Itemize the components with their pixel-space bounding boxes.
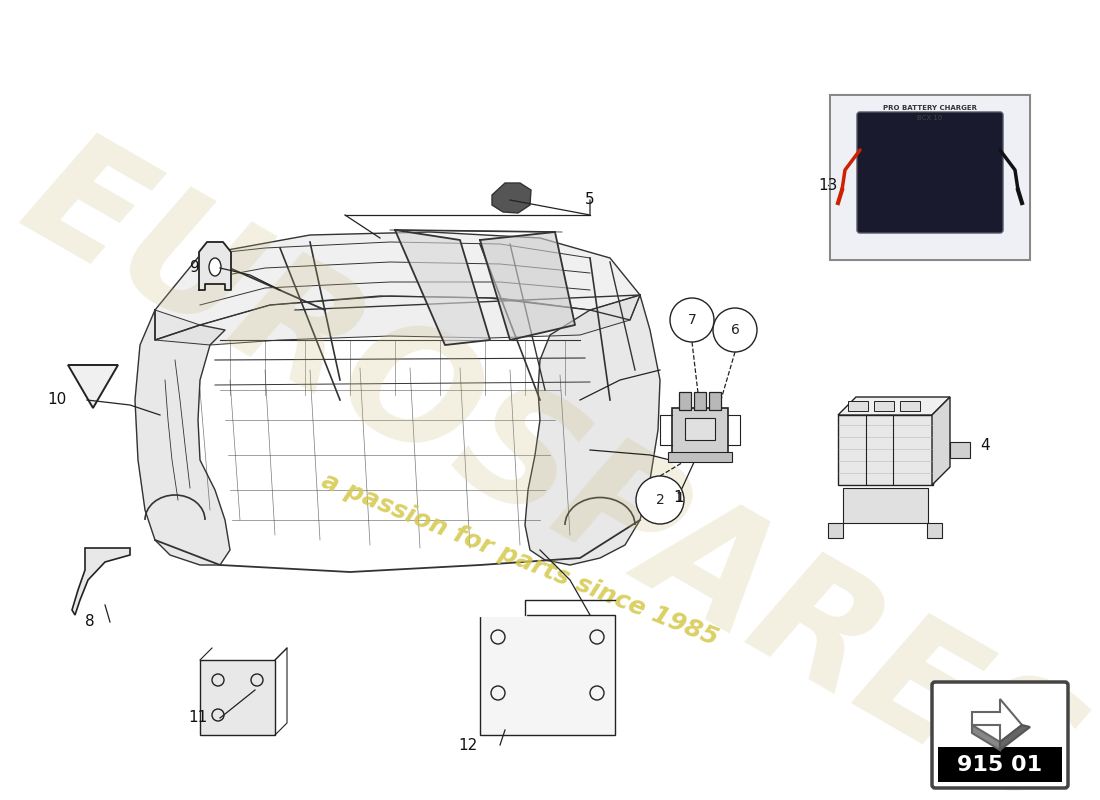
Circle shape [670,298,714,342]
Bar [200,660,275,735]
FancyBboxPatch shape [932,682,1068,788]
Polygon shape [492,183,531,213]
FancyBboxPatch shape [857,112,1003,233]
Text: 6: 6 [730,323,739,337]
Polygon shape [1000,725,1030,750]
Text: PRO BATTERY CHARGER: PRO BATTERY CHARGER [883,105,977,111]
Bar [848,401,868,411]
Polygon shape [72,548,130,615]
Polygon shape [932,397,950,485]
Bar [668,452,732,462]
Polygon shape [395,230,490,345]
Text: 5: 5 [585,193,595,207]
Text: 12: 12 [459,738,477,753]
Polygon shape [68,365,118,408]
Bar [938,747,1062,782]
Text: 9: 9 [190,261,200,275]
Circle shape [713,308,757,352]
Text: a passion for parts since 1985: a passion for parts since 1985 [318,469,722,651]
Bar [694,392,706,410]
Text: 2: 2 [656,493,664,507]
Polygon shape [838,397,950,415]
Text: 7: 7 [688,313,696,327]
Bar [838,415,933,485]
Bar [950,442,970,458]
Text: 8: 8 [85,614,95,630]
Text: 1: 1 [675,491,684,505]
Text: EUROSPARES: EUROSPARES [0,117,1100,800]
Polygon shape [927,523,942,538]
Polygon shape [828,523,843,538]
Polygon shape [972,725,1000,750]
Bar [710,392,720,410]
Polygon shape [480,232,575,340]
Text: 1: 1 [673,490,683,505]
Bar [843,488,928,523]
FancyBboxPatch shape [830,95,1030,260]
Bar [480,615,615,735]
Polygon shape [155,295,640,345]
Text: 13: 13 [818,178,838,193]
Circle shape [636,476,684,524]
Bar [679,392,691,410]
Text: BCX 10: BCX 10 [917,115,943,121]
Text: 4: 4 [980,438,990,453]
Bar [685,418,715,440]
Polygon shape [135,310,230,565]
Ellipse shape [209,258,221,276]
Bar [832,97,1028,258]
Text: 11: 11 [188,710,208,726]
Bar [672,408,728,453]
Polygon shape [199,242,231,290]
Text: 10: 10 [47,393,67,407]
Bar [874,401,894,411]
Polygon shape [525,295,660,565]
Text: 915 01: 915 01 [957,755,1043,775]
Polygon shape [155,232,640,340]
Bar [900,401,920,411]
Polygon shape [972,699,1022,742]
